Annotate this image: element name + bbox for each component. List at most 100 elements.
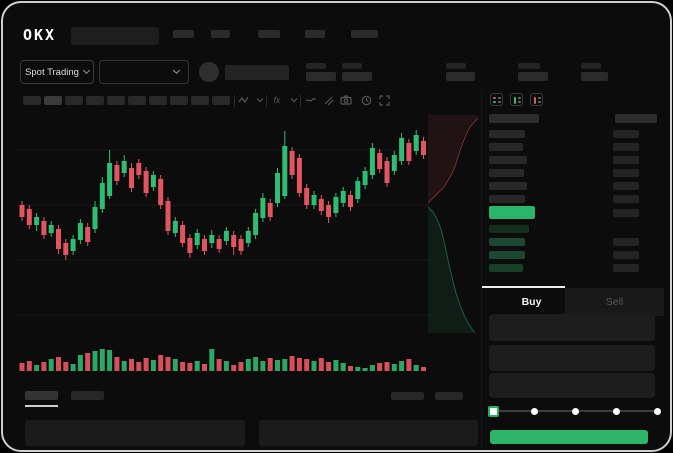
nav-item-placeholder[interactable] [211, 30, 230, 38]
volume-bar [107, 350, 113, 371]
bid-row-price[interactable] [489, 251, 525, 259]
candle [289, 151, 295, 175]
indicators-icon[interactable]: fx [273, 95, 281, 105]
volume-bar [333, 360, 339, 371]
trading-pair-dropdown[interactable] [99, 60, 189, 84]
bottom-panel-placeholder [259, 420, 478, 446]
ask-row-price[interactable] [489, 182, 527, 190]
candle [107, 163, 113, 196]
ask-row-amount [613, 156, 639, 164]
candle [143, 171, 149, 193]
order-input-placeholder[interactable] [489, 373, 655, 398]
bottom-tab-placeholder[interactable] [25, 391, 58, 400]
volume-bar [143, 358, 149, 371]
volume-bar [121, 361, 127, 371]
slider-stop[interactable] [530, 408, 538, 415]
timeframe-button[interactable] [170, 96, 188, 105]
bid-row-price[interactable] [489, 225, 529, 233]
candle [34, 217, 40, 225]
ask-row-amount [613, 182, 639, 190]
book-bids-icon[interactable] [510, 93, 523, 106]
slider-stop[interactable] [612, 408, 620, 415]
volume-bar [165, 357, 171, 371]
volume-bar [399, 361, 405, 371]
volume-bar [180, 362, 186, 371]
slider-handle[interactable] [487, 406, 499, 417]
bottom-tab-placeholder[interactable] [71, 391, 104, 400]
volume-bar [406, 359, 412, 371]
stat-value-placeholder [446, 72, 475, 81]
volume-bar [136, 362, 142, 371]
nav-item-placeholder[interactable] [173, 30, 194, 38]
ask-row-price[interactable] [489, 143, 523, 151]
timeframe-button[interactable] [212, 96, 230, 105]
history-icon[interactable] [359, 93, 373, 107]
chevron-down-icon[interactable] [287, 93, 301, 107]
volume-bar [202, 364, 207, 371]
candle [202, 239, 207, 251]
timeframe-button[interactable] [44, 96, 62, 105]
candle [311, 195, 317, 205]
nav-item-placeholder[interactable] [258, 30, 280, 38]
volume-bar [114, 357, 120, 371]
ask-row-price[interactable] [489, 130, 525, 138]
volume-bar [172, 359, 178, 371]
candle [63, 243, 69, 255]
last-price-bar[interactable] [489, 206, 535, 219]
candle [245, 231, 251, 243]
camera-icon[interactable] [339, 93, 353, 107]
candle [348, 195, 353, 207]
stat-value-placeholder [342, 72, 372, 81]
order-input-placeholder[interactable] [489, 314, 655, 341]
okx-logo[interactable]: OKX [23, 26, 57, 44]
timeframe-button[interactable] [149, 96, 167, 105]
candle [56, 229, 61, 249]
timeframe-button[interactable] [107, 96, 125, 105]
bid-row-price[interactable] [489, 264, 523, 272]
candle [48, 225, 54, 233]
volume-bar [216, 359, 222, 371]
slider-stop[interactable] [571, 408, 579, 415]
buy-submit-button[interactable] [490, 430, 648, 444]
market-type-label: Spot Trading [25, 66, 79, 78]
timeframe-button[interactable] [23, 96, 41, 105]
bottom-link-placeholder[interactable] [391, 392, 424, 400]
fullscreen-icon[interactable] [377, 93, 391, 107]
search-input[interactable] [71, 27, 159, 45]
compare-icon[interactable] [321, 93, 335, 107]
timeframe-button[interactable] [65, 96, 83, 105]
tab-buy[interactable]: Buy [490, 288, 573, 316]
chevron-down-icon [82, 66, 90, 75]
candlestick-chart[interactable] [18, 113, 430, 378]
market-type-dropdown[interactable]: Spot Trading [20, 60, 94, 84]
volume-bar [369, 365, 375, 371]
toolbar-divider [234, 95, 235, 107]
timeframe-button[interactable] [86, 96, 104, 105]
slider-stop[interactable] [653, 408, 661, 415]
book-asks-icon[interactable] [530, 93, 543, 106]
chart-style-icon[interactable] [237, 93, 251, 107]
candle [99, 183, 105, 209]
depth-asks-area [428, 115, 478, 203]
volume-bar [413, 365, 419, 371]
volume-bar [194, 361, 200, 371]
timeframe-button[interactable] [191, 96, 209, 105]
bottom-link-placeholder[interactable] [435, 392, 463, 400]
nav-item-placeholder[interactable] [351, 30, 378, 38]
line-icon[interactable] [304, 93, 318, 107]
nav-item-placeholder[interactable] [305, 30, 325, 38]
candle [333, 197, 339, 213]
bid-row-price[interactable] [489, 238, 525, 246]
candle [362, 171, 368, 185]
stat-value-placeholder [518, 72, 548, 81]
order-input-placeholder[interactable] [489, 345, 655, 371]
timeframe-button[interactable] [128, 96, 146, 105]
ask-row-price[interactable] [489, 156, 527, 164]
tab-sell[interactable]: Sell [565, 288, 664, 316]
candle [326, 205, 332, 217]
chevron-down-icon[interactable] [253, 93, 267, 107]
ask-row-price[interactable] [489, 195, 525, 203]
volume-bar [340, 363, 346, 371]
ask-row-price[interactable] [489, 169, 524, 177]
book-combined-icon[interactable] [490, 93, 503, 106]
